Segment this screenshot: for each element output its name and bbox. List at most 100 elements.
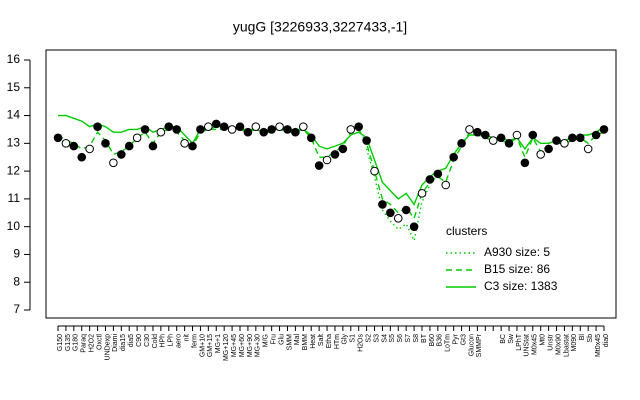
data-point — [457, 139, 466, 148]
x-tick-label: Paraq — [81, 334, 88, 353]
legend-title: clusters — [446, 224, 487, 238]
data-point — [599, 125, 609, 134]
data-point — [504, 139, 514, 148]
data-point — [219, 122, 229, 131]
x-tick-label: Glucon — [468, 334, 475, 356]
data-point — [101, 139, 110, 148]
legend-label: C3 size: 1383 — [484, 279, 558, 293]
data-point — [512, 130, 522, 140]
x-tick-label: Glu — [278, 334, 285, 345]
x-tick-label: nit — [183, 334, 190, 341]
x-tick-label: Sw — [508, 333, 515, 344]
x-tick-label: S1 — [350, 334, 357, 343]
x-tick-label: SMM — [286, 334, 293, 351]
data-point — [314, 161, 324, 170]
data-point — [552, 136, 561, 145]
x-tick-label: Mt0 — [540, 334, 547, 346]
y-tick-label: 10 — [7, 219, 21, 233]
x-tick-label: BC — [500, 334, 507, 344]
legend-label: A930 size: 5 — [484, 245, 550, 259]
y-tick-label: 11 — [8, 191, 21, 205]
data-point — [346, 125, 356, 134]
data-point — [148, 141, 158, 151]
chart-title: yugG [3226933,3227433,-1] — [233, 19, 407, 35]
data-point — [481, 130, 490, 140]
x-tick-label: Salt — [318, 334, 325, 346]
x-tick-label: M0x45 — [532, 334, 539, 355]
data-point — [188, 141, 197, 151]
y-tick-label: 7 — [13, 302, 20, 316]
data-point — [124, 141, 134, 151]
data-point — [528, 130, 538, 140]
data-point — [520, 158, 530, 168]
data-point — [283, 125, 292, 134]
data-point — [575, 133, 585, 143]
x-tick-label: Gt3 — [460, 334, 467, 345]
x-tick-label: M0x90 — [555, 334, 562, 355]
data-point — [544, 144, 553, 154]
x-tick-label: Bl — [579, 334, 586, 341]
data-point — [591, 130, 601, 140]
x-tick-label: Oxctl — [96, 334, 103, 350]
data-point — [441, 180, 451, 190]
data-point — [180, 139, 189, 148]
data-point — [204, 122, 213, 131]
x-tick-label: dia0 — [603, 334, 610, 347]
data-point — [393, 214, 403, 223]
x-tick-label: aero — [176, 334, 183, 348]
data-point — [378, 200, 387, 209]
x-tick-label: LPhT — [516, 333, 523, 350]
data-point — [370, 166, 379, 176]
data-point — [132, 133, 142, 143]
x-tick-label: UNStat — [524, 334, 531, 357]
x-tick-label: Unstr — [547, 333, 554, 350]
x-tick-label: G150 — [57, 334, 64, 351]
y-tick-label: 14 — [7, 108, 21, 122]
data-point — [536, 150, 545, 159]
data-point — [299, 122, 308, 131]
data-point — [401, 205, 411, 215]
x-tick-label: MG+45 — [231, 334, 238, 357]
x-tick-label: B60 — [429, 334, 436, 347]
x-tick-label: Lbastat — [563, 334, 570, 357]
x-tick-label: UNDexp — [104, 334, 111, 361]
data-point — [449, 152, 458, 162]
data-point — [156, 127, 166, 137]
data-point — [568, 133, 577, 143]
data-point — [235, 122, 245, 131]
data-point — [140, 125, 150, 134]
x-tick-label: dia15 — [120, 334, 127, 351]
x-tick-label: Fru — [270, 334, 277, 345]
data-point — [196, 125, 205, 134]
x-tick-label: Gly — [342, 334, 349, 345]
plot-frame — [45, 49, 617, 319]
y-tick-label: 8 — [13, 274, 20, 288]
x-tick-label: SMMPr — [476, 333, 483, 357]
x-tick-label: H2O2 — [88, 334, 95, 352]
x-tick-label: S8 — [413, 334, 420, 343]
x-tick-label: M090 — [571, 334, 578, 352]
data-point — [409, 222, 419, 231]
data-point — [259, 127, 269, 137]
data-point — [433, 169, 443, 179]
x-tick-label: HPh — [160, 334, 167, 348]
x-tick-label: M/G — [263, 334, 270, 347]
x-tick-label: LPh — [168, 334, 175, 347]
series-line — [57, 128, 605, 220]
x-tick-label: BMM — [302, 334, 309, 351]
data-point — [425, 175, 435, 184]
data-point — [85, 144, 94, 154]
data-point — [306, 133, 316, 143]
x-tick-label: Sb — [587, 334, 594, 343]
x-tick-label: HTm — [334, 334, 341, 349]
x-tick-label: MG+60 — [239, 334, 246, 357]
x-tick-label: Mal — [294, 334, 301, 346]
data-point — [77, 152, 87, 162]
data-point — [227, 125, 237, 134]
data-point — [330, 150, 340, 159]
data-point — [172, 125, 181, 134]
x-tick-label: GM+10 — [199, 334, 206, 357]
x-tick-label: C90 — [136, 334, 143, 347]
